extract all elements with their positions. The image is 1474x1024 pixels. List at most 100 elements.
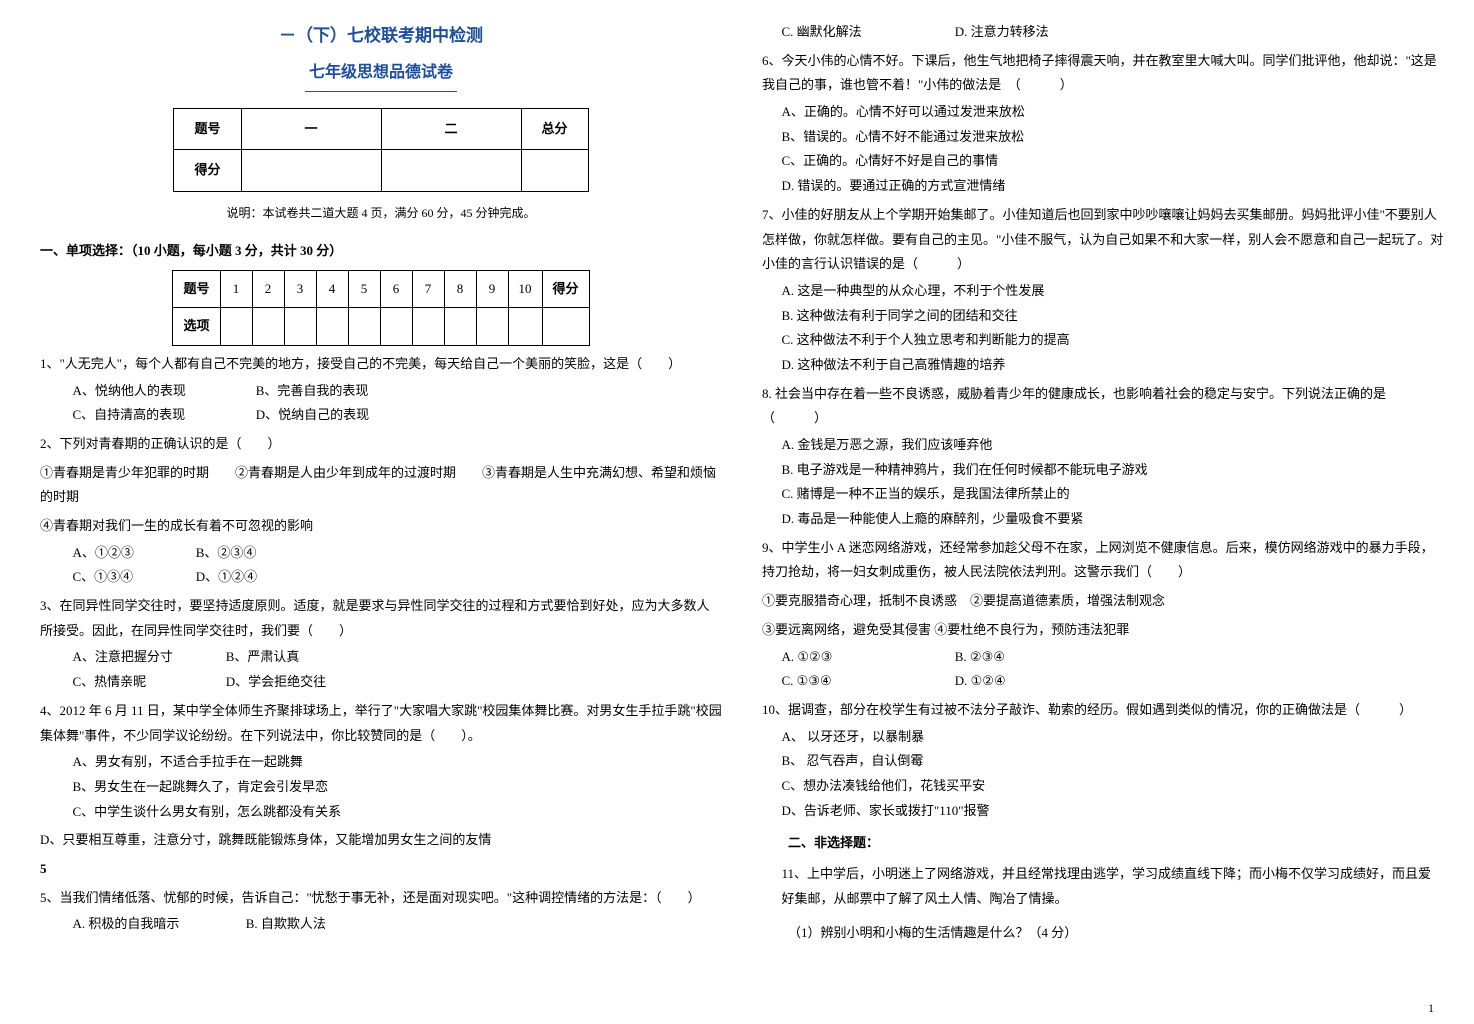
- ans-blank: [508, 308, 542, 346]
- q10-optD: D、告诉老师、家长或拨打"110"报警: [782, 799, 1445, 824]
- left-column: －（下）七校联考期中检测 七年级思想品德试卷 题号 一 二 总分 得分 说明：本…: [0, 0, 752, 1024]
- q3-opts-row1: A、注意把握分寸 B、严肃认真: [73, 645, 723, 670]
- q7-optD: D. 这种做法不利于自己高雅情趣的培养: [782, 353, 1445, 378]
- ans-num-5: 5: [348, 270, 380, 308]
- ans-num-2: 2: [252, 270, 284, 308]
- ans-num-4: 4: [316, 270, 348, 308]
- q3-opts-row2: C、热情亲昵 D、学会拒绝交往: [73, 670, 723, 695]
- q6-stem: 6、今天小伟的心情不好。下课后，他生气地把椅子摔得震天响，并在教室里大喊大叫。同…: [762, 49, 1444, 98]
- q1-optA: A、悦纳他人的表现: [73, 379, 253, 404]
- q7-optC: C. 这种做法不利于个人独立思考和判断能力的提高: [782, 328, 1445, 353]
- ans-row1-label: 题号: [173, 270, 220, 308]
- q5-stem-real: 5、当我们情绪低落、忧郁的时候，告诉自己："忧愁于事无补，还是面对现实吧。"这种…: [40, 886, 722, 911]
- q3-stem: 3、在同异性同学交往时，要坚持适度原则。适度，就是要求与异性同学交往的过程和方式…: [40, 594, 722, 643]
- exam-title-line2: 七年级思想品德试卷: [305, 58, 457, 91]
- q1-opts-row2: C、自持清高的表现 D、悦纳自己的表现: [73, 403, 723, 428]
- q4-stem: 4、2012 年 6 月 11 日，某中学全体师生齐聚排球场上，举行了"大家唱大…: [40, 699, 722, 748]
- q1-optB: B、完善自我的表现: [256, 379, 436, 404]
- q5-optB: B. 自欺欺人法: [246, 912, 426, 937]
- q6-optC: C、正确的。心情好不好是自己的事情: [782, 149, 1445, 174]
- ans-blank: [348, 308, 380, 346]
- ans-num-7: 7: [412, 270, 444, 308]
- exam-title-line2-wrap: 七年级思想品德试卷: [40, 58, 722, 101]
- ans-num-10: 10: [508, 270, 542, 308]
- score-header-2: 二: [381, 108, 521, 150]
- q5-optC: C. 幽默化解法: [782, 20, 952, 45]
- page-number: 1: [1428, 1001, 1434, 1016]
- q4-optB: B、男女生在一起跳舞久了，肯定会引发早恋: [73, 775, 723, 800]
- q9-line2: ③要远离网络，避免受其侵害 ④要杜绝不良行为，预防违法犯罪: [762, 618, 1444, 643]
- score-cell-1: [241, 150, 381, 192]
- ans-blank: [444, 308, 476, 346]
- q4-optA: A、男女有别，不适合手拉手在一起跳舞: [73, 750, 723, 775]
- q2-optD: D、①②④: [196, 565, 376, 590]
- ans-blank: [252, 308, 284, 346]
- q9-optB: B. ②③④: [955, 645, 1135, 670]
- score-cell-2: [381, 150, 521, 192]
- q2-opts-row1: A、①②③ B、②③④: [73, 541, 723, 566]
- q9-optD: D. ①②④: [955, 669, 1135, 694]
- q10-optA: A、 以牙还牙，以暴制暴: [782, 725, 1445, 750]
- q1-optC: C、自持清高的表现: [73, 403, 253, 428]
- q2-optC: C、①③④: [73, 565, 193, 590]
- section2-title: 二、非选择题：: [788, 831, 1444, 856]
- ans-num-9: 9: [476, 270, 508, 308]
- ans-blank: [542, 308, 589, 346]
- q5-optD: D. 注意力转移法: [955, 20, 1135, 45]
- score-header-total: 总分: [521, 108, 588, 150]
- q1-opts-row1: A、悦纳他人的表现 B、完善自我的表现: [73, 379, 723, 404]
- ans-row1-end: 得分: [542, 270, 589, 308]
- q9-line1: ①要克服猎奇心理，抵制不良诱惑 ②要提高道德素质，增强法制观念: [762, 589, 1444, 614]
- ans-blank: [476, 308, 508, 346]
- q10-optB: B、 忍气吞声，自认倒霉: [782, 749, 1445, 774]
- q7-optB: B. 这种做法有利于同学之间的团结和交往: [782, 304, 1445, 329]
- q6-optA: A、正确的。心情不好可以通过发泄来放松: [782, 100, 1445, 125]
- q8-optC: C. 赌博是一种不正当的娱乐，是我国法律所禁止的: [782, 482, 1445, 507]
- q8-stem: 8. 社会当中存在着一些不良诱惑，威胁着青少年的健康成长，也影响着社会的稳定与安…: [762, 382, 1444, 431]
- ans-blank: [412, 308, 444, 346]
- q9-optC: C. ①③④: [782, 669, 952, 694]
- q9-stem: 9、中学生小 A 迷恋网络游戏，还经常参加趁父母不在家，上网浏览不健康信息。后来…: [762, 536, 1444, 585]
- q5-opts-row1: A. 积极的自我暗示 B. 自欺欺人法: [73, 912, 723, 937]
- score-row-label: 得分: [174, 150, 241, 192]
- q3-optB: B、严肃认真: [226, 645, 406, 670]
- ans-num-1: 1: [220, 270, 252, 308]
- q8-optB: B. 电子游戏是一种精神鸦片，我们在任何时候都不能玩电子游戏: [782, 458, 1445, 483]
- q6-optD: D. 错误的。要通过正确的方式宣泄情绪: [782, 174, 1445, 199]
- q2-optA: A、①②③: [73, 541, 193, 566]
- q5-optA: A. 积极的自我暗示: [73, 912, 243, 937]
- q11-sub1: （1）辨别小明和小梅的生活情趣是什么？（4 分）: [788, 921, 1444, 946]
- q3-optA: A、注意把握分寸: [73, 645, 223, 670]
- score-header-num: 题号: [174, 108, 241, 150]
- q2-opts-row2: C、①③④ D、①②④: [73, 565, 723, 590]
- ans-num-8: 8: [444, 270, 476, 308]
- ans-num-3: 3: [284, 270, 316, 308]
- exam-title-line1: －（下）七校联考期中检测: [40, 20, 722, 52]
- q10-stem: 10、据调查，部分在校学生有过被不法分子敲诈、勒索的经历。假如遇到类似的情况，你…: [762, 698, 1444, 723]
- q3-optD: D、学会拒绝交往: [226, 670, 406, 695]
- q11-stem: 11、上中学后，小明迷上了网络游戏，并且经常找理由逃学，学习成绩直线下降；而小梅…: [782, 862, 1445, 911]
- score-cell-total: [521, 150, 588, 192]
- q7-stem: 7、小佳的好朋友从上个学期开始集邮了。小佳知道后也回到家中吵吵嚷嚷让妈妈去买集邮…: [762, 203, 1444, 277]
- q9-opts-row2: C. ①③④ D. ①②④: [782, 669, 1445, 694]
- ans-blank: [316, 308, 348, 346]
- answer-table: 题号 1 2 3 4 5 6 7 8 9 10 得分 选项: [172, 270, 589, 346]
- q7-optA: A. 这是一种典型的从众心理，不利于个性发展: [782, 279, 1445, 304]
- ans-row2-label: 选项: [173, 308, 220, 346]
- q6-optB: B、错误的。心情不好不能通过发泄来放松: [782, 125, 1445, 150]
- q8-optA: A. 金钱是万恶之源，我们应该唾弃他: [782, 433, 1445, 458]
- ans-num-6: 6: [380, 270, 412, 308]
- q2-optB: B、②③④: [196, 541, 376, 566]
- score-table: 题号 一 二 总分 得分: [173, 108, 588, 192]
- q1-stem: 1、"人无完人"，每个人都有自己不完美的地方，接受自己的不完美，每天给自己一个美…: [40, 352, 722, 377]
- section1-title: 一、单项选择：（10 小题，每小题 3 分，共计 30 分）: [40, 239, 722, 264]
- q2-stem: 2、下列对青春期的正确认识的是（ ）: [40, 432, 722, 457]
- q10-optC: C、想办法凑钱给他们，花钱买平安: [782, 774, 1445, 799]
- exam-page: －（下）七校联考期中检测 七年级思想品德试卷 题号 一 二 总分 得分 说明：本…: [0, 0, 1474, 1024]
- q4-optC: C、中学生谈什么男女有别，怎么跳都没有关系: [73, 800, 723, 825]
- q4-optD: D、只要相互尊重，注意分寸，跳舞既能锻炼身体，又能增加男女生之间的友情: [40, 828, 722, 853]
- q5-stem: 55、当我们情绪低落、忧郁的时候，告诉自己："忧愁于事无补，还是面对现实吧。"这…: [40, 857, 722, 882]
- ans-blank: [380, 308, 412, 346]
- q8-optD: D. 毒品是一种能使人上瘾的麻醉剂，少量吸食不要紧: [782, 507, 1445, 532]
- q9-opts-row1: A. ①②③ B. ②③④: [782, 645, 1445, 670]
